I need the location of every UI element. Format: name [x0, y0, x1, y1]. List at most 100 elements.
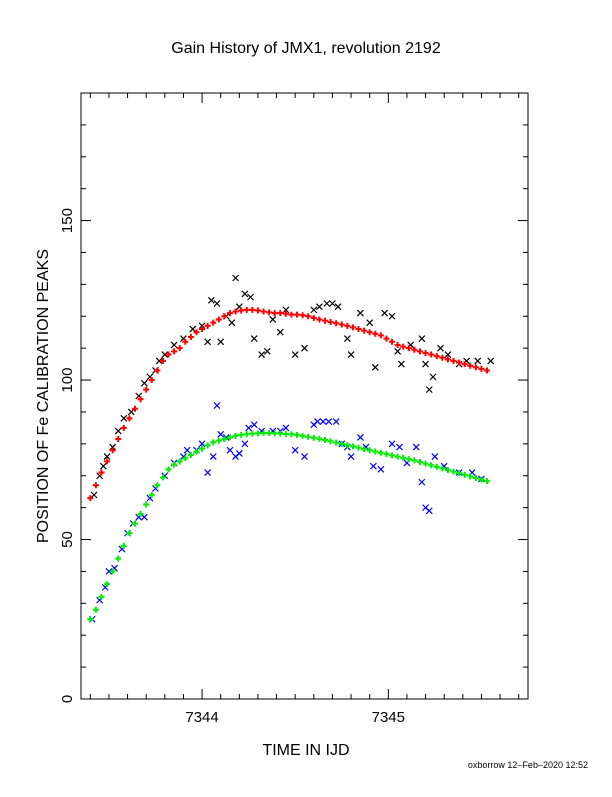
data-point	[422, 349, 429, 356]
y-axis-label: POSITION OF Fe CALIBRATION PEAKS	[35, 249, 52, 543]
data-point	[437, 344, 444, 352]
data-point	[333, 320, 340, 327]
data-point	[269, 316, 277, 323]
data-point	[204, 338, 212, 346]
data-point	[165, 351, 172, 358]
data-point	[254, 307, 261, 314]
data-point	[171, 348, 178, 355]
data-point	[87, 495, 94, 502]
data-point	[372, 330, 379, 337]
data-point	[243, 431, 250, 438]
data-point	[109, 568, 116, 575]
y-tick-label: 100	[59, 368, 76, 393]
data-point	[366, 447, 373, 454]
data-point	[467, 362, 474, 369]
data-point	[247, 293, 254, 301]
data-point	[355, 326, 362, 333]
data-point	[444, 351, 452, 358]
data-point	[315, 303, 323, 311]
data-point	[325, 418, 333, 425]
data-point	[182, 455, 189, 462]
data-point	[400, 454, 407, 461]
data-point	[241, 440, 249, 448]
data-point	[221, 313, 228, 320]
data-point	[250, 335, 258, 343]
data-point	[411, 457, 418, 464]
data-point	[397, 360, 405, 368]
data-point	[301, 344, 308, 352]
data-point	[132, 520, 139, 527]
data-point	[148, 377, 155, 384]
data-point	[104, 458, 111, 465]
data-point	[450, 468, 457, 475]
data-point	[115, 436, 122, 443]
data-point	[478, 476, 485, 483]
data-point	[333, 439, 340, 446]
data-points	[87, 274, 495, 623]
data-point	[327, 438, 334, 445]
data-point	[428, 351, 435, 358]
data-point	[418, 478, 426, 486]
series-1	[87, 306, 491, 502]
data-point	[87, 616, 94, 623]
data-point	[444, 466, 451, 473]
data-point	[305, 313, 312, 320]
data-point	[120, 414, 128, 422]
data-point	[371, 363, 379, 371]
data-point	[271, 430, 278, 437]
data-point	[316, 316, 323, 323]
data-point	[98, 593, 105, 600]
data-point	[238, 307, 245, 314]
data-point	[204, 322, 211, 329]
data-point	[412, 443, 420, 451]
data-point	[215, 316, 222, 323]
x-axis-label: TIME IN IJD	[262, 742, 349, 759]
data-point	[429, 373, 437, 381]
data-point	[204, 469, 212, 476]
data-point	[161, 351, 169, 358]
data-point	[263, 347, 271, 355]
data-point	[329, 300, 336, 307]
data-point	[467, 473, 474, 480]
data-point	[411, 346, 418, 353]
data-point	[109, 443, 117, 451]
data-point	[120, 424, 127, 431]
data-point	[394, 453, 401, 460]
data-point	[215, 437, 222, 444]
data-point	[282, 424, 290, 432]
data-point	[319, 418, 327, 425]
data-point	[338, 321, 345, 328]
data-point	[92, 606, 99, 613]
data-point	[232, 432, 239, 439]
data-point	[321, 317, 328, 324]
data-point	[472, 364, 479, 371]
data-point	[389, 338, 396, 345]
data-point	[327, 319, 334, 326]
data-point	[291, 351, 299, 358]
data-point	[114, 427, 122, 435]
data-point	[361, 327, 368, 334]
data-point	[210, 319, 217, 326]
data-point	[198, 322, 206, 330]
data-point	[137, 396, 144, 403]
data-point	[148, 491, 155, 498]
data-point	[422, 360, 429, 368]
data-point	[450, 357, 457, 364]
data-point	[396, 443, 403, 451]
data-point	[288, 431, 295, 438]
data-point	[439, 354, 446, 361]
data-point	[226, 446, 234, 454]
data-point	[305, 433, 312, 440]
data-point	[349, 324, 356, 331]
data-point	[405, 456, 412, 463]
data-point	[439, 465, 446, 472]
data-point	[271, 310, 278, 317]
data-point	[366, 319, 374, 327]
data-point	[227, 310, 233, 317]
data-point	[472, 474, 479, 481]
data-point	[478, 365, 485, 372]
data-point	[277, 430, 284, 437]
data-point	[193, 448, 200, 455]
data-point	[416, 459, 423, 466]
